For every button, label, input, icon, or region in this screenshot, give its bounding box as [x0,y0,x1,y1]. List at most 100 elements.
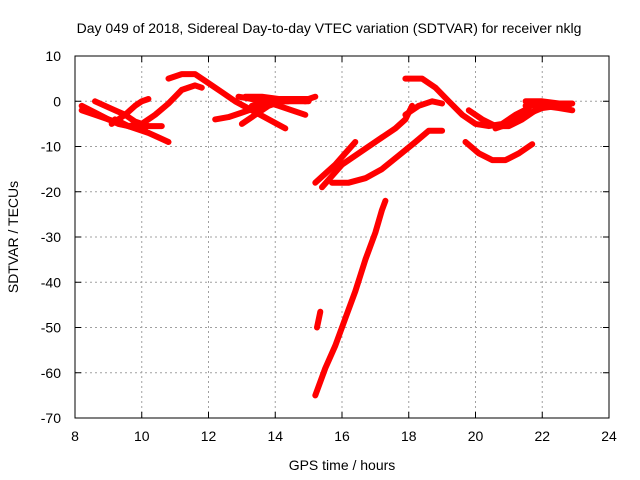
data-point [439,101,445,107]
x-tick-label: 10 [134,428,150,444]
data-point [242,94,248,100]
data-point [352,139,358,145]
series-arc-23 [314,308,324,331]
y-tick-label: -10 [41,139,61,155]
data-point [236,94,242,100]
data-point [266,116,272,122]
data-point [446,98,452,104]
data-point [473,121,478,127]
data-point [402,76,408,82]
data-point [539,103,545,109]
data-point [317,309,323,315]
data-point [165,76,171,82]
data-point [219,89,225,95]
data-point [329,180,335,186]
data-point [165,101,171,107]
data-point [292,96,298,102]
series-arc-15 [402,75,532,130]
y-tick-label: 10 [45,48,61,64]
data-point [392,125,398,131]
data-point [266,103,272,109]
y-tick-label: 0 [53,93,61,109]
series-arc-21 [522,98,576,107]
x-tick-label: 8 [71,428,79,444]
data-point [342,315,348,321]
x-tick-label: 18 [401,428,417,444]
data-point [419,76,425,82]
data-series [78,71,576,399]
data-point [79,103,85,109]
data-point [426,128,432,134]
data-point [289,107,295,113]
x-tick-label: 12 [201,428,217,444]
data-point [476,150,482,156]
data-point [332,162,338,168]
data-point [342,150,348,156]
data-point [152,112,158,118]
x-tick-label: 14 [267,428,283,444]
data-point [314,325,320,330]
data-point [439,128,445,134]
data-point [459,112,465,118]
data-point [429,98,435,104]
data-point [416,103,422,109]
data-point [516,150,522,156]
data-point [192,71,198,77]
data-point [556,105,562,111]
data-point [539,98,545,104]
data-point [352,288,358,294]
x-axis-label: GPS time / hours [289,457,396,473]
series-arc-14 [329,127,446,186]
data-point [489,157,495,163]
data-point [232,98,238,104]
data-point [199,85,205,91]
y-tick-label: -50 [41,320,61,336]
data-point [372,229,378,235]
data-point [503,157,509,163]
x-tick-label: 24 [601,428,617,444]
data-point [396,153,402,159]
data-point [179,87,185,93]
data-point [259,94,265,100]
data-point [513,112,519,118]
series-arc-17 [462,139,536,164]
data-point [322,365,328,371]
data-point [523,98,529,104]
data-point [102,103,108,109]
y-tick-label: -60 [41,365,61,381]
data-point [569,107,575,113]
data-point [165,139,171,145]
data-point [312,392,318,398]
data-point [346,180,352,186]
data-point [139,121,145,127]
data-point [402,112,408,118]
data-point [362,257,368,263]
data-point [139,98,145,104]
data-point [556,101,562,107]
data-point [112,107,118,113]
x-tick-label: 20 [468,428,484,444]
data-point [282,125,288,131]
series-arc-16 [402,98,446,118]
data-point [379,166,385,172]
data-point [339,162,345,168]
data-point [379,134,385,140]
data-point [226,114,232,120]
data-point [145,96,151,102]
data-point [359,148,365,154]
data-point [179,71,185,77]
data-point [569,101,575,107]
data-point [132,103,138,109]
y-axis-label: SDTVAR / TECUs [5,181,21,293]
data-point [322,171,328,177]
data-point [206,80,211,86]
y-tick-label: -70 [41,410,61,426]
data-point [122,112,128,118]
data-point [493,125,499,131]
data-point [92,110,98,116]
data-point [212,116,218,122]
data-point [109,121,115,127]
data-point [312,94,318,100]
axis-ticks: 8 10 12 14 16 18 20 22 24 10 0 -10 -20 -30 -40 -50 -60 -7… [41,48,617,444]
